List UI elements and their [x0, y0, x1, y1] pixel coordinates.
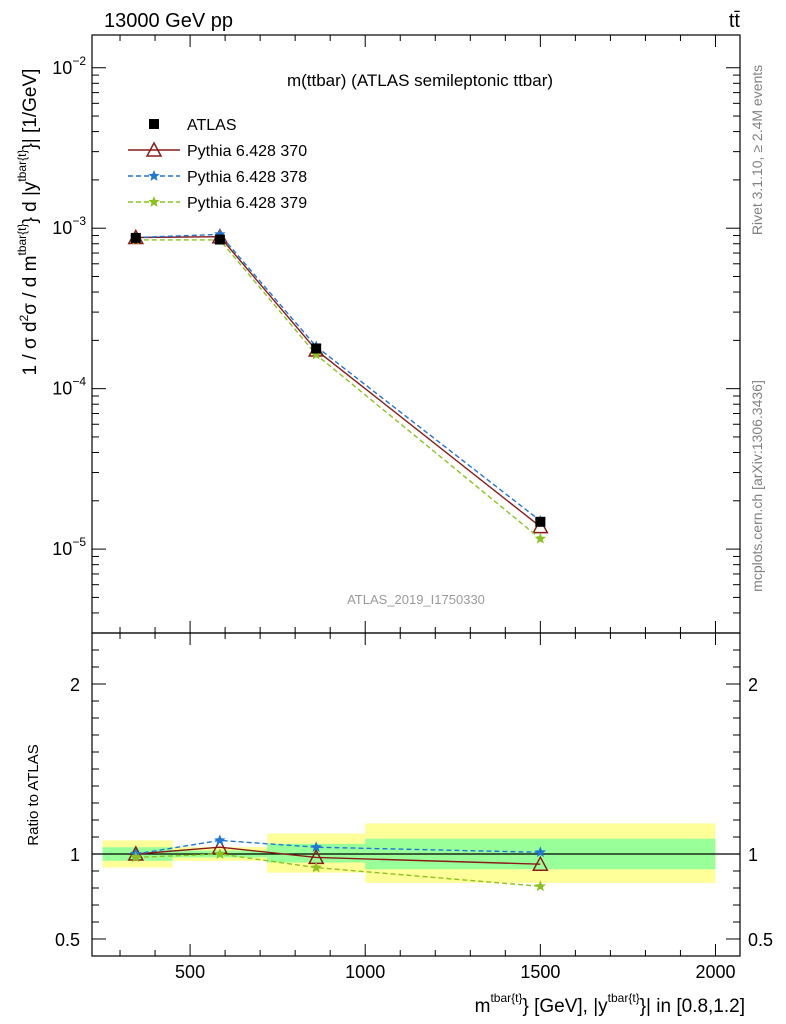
ratio-point-2-2 [310, 861, 322, 873]
x-tick-label: 500 [175, 962, 205, 982]
legend-entry-0: ATLAS [149, 117, 237, 134]
x-axis-label: mtbar{t}} [GeV], |ytbar{t}}| in [0.8,1.2… [475, 991, 745, 1017]
x-tick-label: 1000 [345, 962, 385, 982]
ratio-line-0 [135, 846, 541, 865]
energy-label: 13000 GeV pp [104, 10, 233, 32]
legend-label: Pythia 6.428 379 [187, 195, 307, 212]
y-axis-label: 1 / σ d2σ / d mtbar{t}} d |ytbar{t}}| [1… [15, 69, 41, 376]
legend-entry-1: Pythia 6.428 370 [128, 141, 307, 160]
ratio-point-2-3 [534, 880, 547, 892]
y-tick-label: 10−5 [52, 535, 86, 559]
ratio-point-1-1 [214, 834, 226, 846]
ratio-point-2-1 [214, 848, 226, 859]
main-point-0-0 [130, 232, 141, 243]
ratio-point-2-0 [130, 851, 142, 863]
svg-text:mtbar{t}} [GeV], |ytbar{t}}| i: mtbar{t}} [GeV], |ytbar{t}}| in [0.8,1.2… [475, 991, 745, 1017]
ratio-point-1-2 [310, 841, 322, 853]
legend-marker [145, 141, 163, 157]
svg-text:1 / σ d2σ / d mtbar{t}} d |ytb: 1 / σ d2σ / d mtbar{t}} d |ytbar{t}}| [1… [15, 69, 41, 376]
ratio-y-tick-label-right: 0.5 [748, 930, 773, 950]
x-tick-label: 1500 [520, 962, 560, 982]
legend-label: Pythia 6.428 370 [187, 143, 307, 160]
legend-entry-2: Pythia 6.428 378 [128, 169, 307, 186]
main-point-2-1 [214, 228, 226, 240]
legend-marker [148, 196, 160, 207]
analysis-watermark: ATLAS_2019_I1750330 [347, 592, 485, 607]
main-line-2 [135, 233, 541, 522]
ratio-y-tick-label-left: 1 [70, 845, 80, 865]
main-line-3 [135, 239, 541, 540]
ratio-y-tick-label-right: 1 [748, 845, 758, 865]
ratio-y-label: Ratio to ATLAS [25, 744, 42, 845]
legend-label: ATLAS [187, 117, 237, 134]
ratio-frame [91, 632, 741, 957]
y-tick-label: 10−2 [52, 54, 86, 78]
y-tick-label: 10−3 [52, 214, 86, 238]
main-point-0-1 [214, 234, 225, 245]
legend-marker [149, 119, 159, 129]
ratio-bands [92, 823, 740, 883]
ratio-y-tick-label-left: 2 [70, 675, 80, 695]
main-point-0-3 [535, 516, 546, 527]
main-point-3-2 [310, 348, 322, 360]
legend-label: Pythia 6.428 378 [187, 169, 307, 186]
ratio-point-1-3 [534, 846, 547, 858]
main-line-1 [135, 236, 541, 528]
axes-frame [91, 34, 741, 957]
legend-entry-3: Pythia 6.428 379 [128, 195, 307, 212]
x-tick-label: 2000 [695, 962, 735, 982]
chart-title: m(ttbar) (ATLAS semileptonic ttbar) [287, 71, 553, 90]
rivet-label: Rivet 3.1.10, ≥ 2.4M events [749, 65, 765, 235]
y-tick-label: 10−4 [52, 375, 86, 399]
main-point-0-2 [311, 343, 322, 354]
ratio-point-0-3 [532, 855, 549, 871]
ratio-y-tick-label-right: 2 [748, 675, 758, 695]
ratio-line-2 [135, 853, 541, 887]
mcplots-label: mcplots.cern.ch [arXiv:1306.3436] [749, 380, 765, 592]
ratio-y-tick-label-left: 0.5 [55, 930, 80, 950]
main-point-3-3 [534, 532, 547, 544]
ratio-line-1 [135, 839, 541, 855]
text-layer: 13000 GeV pp tt̄ m(ttbar) (ATLAS semilep… [15, 10, 773, 1017]
legend-marker [148, 170, 160, 181]
process-label: tt̄ [729, 10, 741, 32]
series-lines [127, 228, 549, 892]
